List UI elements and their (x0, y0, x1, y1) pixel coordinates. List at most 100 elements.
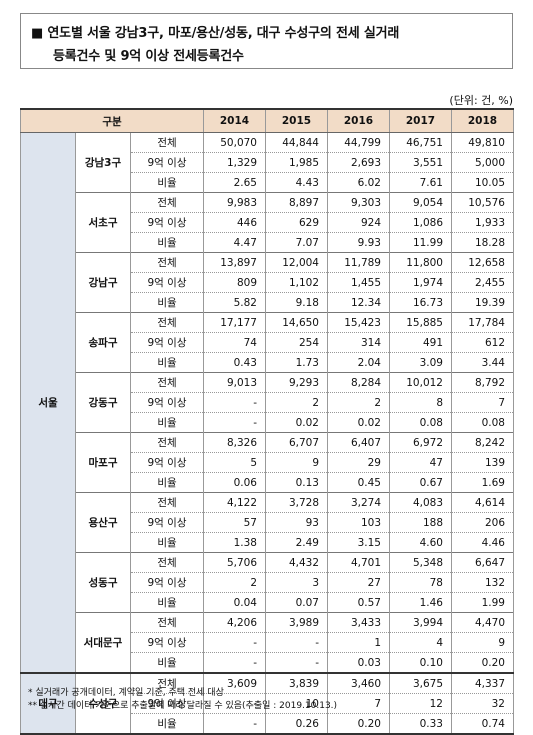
header-year: 2017 (389, 109, 452, 133)
district-cell: 수성구 (75, 672, 131, 734)
value-cell: 188 (389, 512, 452, 533)
value-cell: 6,647 (451, 552, 514, 573)
row-label: 9억 이상 (130, 572, 204, 593)
table-row: 9억 이상 - -1 4 9 (21, 632, 514, 653)
row-label: 전체 (130, 672, 204, 694)
value-cell: 5,348 (389, 552, 452, 573)
row-label: 9억 이상 (130, 693, 204, 714)
value-cell: 3,551 (389, 152, 452, 173)
unit-label: (단위: 건, %) (449, 94, 513, 107)
value-cell: 3,994 (389, 612, 452, 633)
header-label: 구분 (20, 109, 204, 133)
value-cell: 2.04 (327, 352, 390, 373)
row-label: 전체 (130, 132, 204, 153)
value-cell: 11,800 (389, 252, 452, 273)
value-cell: 16.73 (389, 292, 452, 313)
value-cell: 3.44 (451, 352, 514, 373)
district-cell: 성동구 (75, 552, 131, 613)
value-cell: 0.08 (451, 412, 514, 433)
value-cell: 4,083 (389, 492, 452, 513)
value-cell: 4,122 (203, 492, 266, 513)
row-label: 9억 이상 (130, 452, 204, 473)
value-cell: 6,972 (389, 432, 452, 453)
value-cell: 27 (327, 572, 390, 593)
value-cell: 5,706 (203, 552, 266, 573)
value-cell: 491 (389, 332, 452, 353)
table-row: 비율 2.65 4.43 6.02 7.61 10.05 (21, 172, 514, 193)
value-cell: 9,983 (203, 192, 266, 213)
value-cell: 8,792 (451, 372, 514, 393)
district-cell: 강남3구 (75, 132, 131, 193)
row-label: 비율 (130, 652, 204, 673)
value-cell: 13,897 (203, 252, 266, 273)
row-label: 전체 (130, 492, 204, 513)
header-year: 2016 (327, 109, 390, 133)
value-cell: 3,460 (327, 672, 390, 694)
table-row: 서울 강남3구 전체 50,070 44,844 44,799 46,751 49,810 (20, 132, 514, 673)
value-cell: 2.49 (265, 532, 328, 553)
header-year: 2014 (203, 109, 266, 133)
value-cell: 50,070 (203, 132, 266, 153)
value-cell: 2,693 (327, 152, 390, 173)
value-cell: 0.02 (265, 412, 328, 433)
table-row: 9억 이상 -10 7 12 32 (21, 693, 514, 714)
value-cell: - (203, 652, 266, 673)
value-cell: 8,326 (203, 432, 266, 453)
value-cell: 6,707 (265, 432, 328, 453)
row-label: 비율 (130, 532, 204, 553)
value-cell: 3,675 (389, 672, 452, 694)
table-row: 비율 0.43 1.73 2.04 3.09 3.44 (21, 352, 514, 373)
value-cell: 7.07 (265, 232, 328, 253)
table-row: 성동구 전체 5,706 4,432 4,701 5,348 6,647 (21, 552, 514, 613)
value-cell: 0.07 (265, 592, 328, 613)
table-row: 송파구 전체 17,177 14,650 15,423 15,885 17,784 (21, 312, 514, 373)
value-cell: 0.08 (389, 412, 452, 433)
district-cell: 강남구 (75, 252, 131, 313)
value-cell: 0.45 (327, 472, 390, 493)
value-cell: 0.20 (451, 652, 514, 673)
value-cell: 93 (265, 512, 328, 533)
value-cell: 8,242 (451, 432, 514, 453)
value-cell: - (203, 632, 266, 653)
title-bullet: ■ (31, 26, 44, 41)
row-label: 9억 이상 (130, 392, 204, 413)
table-row: 서초구 전체 9,983 8,897 9,303 9,054 10,576 (21, 192, 514, 253)
table-row: 9억 이상 74 254 314 491 612 (21, 332, 514, 353)
value-cell: 9.18 (265, 292, 328, 313)
value-cell: 4,337 (451, 672, 514, 694)
value-cell: 0.04 (203, 592, 266, 613)
table-row: 비율 1.38 2.49 3.15 4.60 4.46 (21, 532, 514, 553)
table-row: 9억 이상 -2 2 8 7 (21, 392, 514, 413)
value-cell: 29 (327, 452, 390, 473)
value-cell: 9 (451, 632, 514, 653)
value-cell: 5,000 (451, 152, 514, 173)
value-cell: 9,303 (327, 192, 390, 213)
value-cell: 57 (203, 512, 266, 533)
value-cell: 1.73 (265, 352, 328, 373)
table-row: 9억 이상 57 93 103 188 206 (21, 512, 514, 533)
district-cell: 송파구 (75, 312, 131, 373)
table-row: 9억 이상 446 629 924 1,086 1,933 (21, 212, 514, 233)
value-cell: 612 (451, 332, 514, 353)
value-cell: - (203, 713, 266, 734)
value-cell: 0.43 (203, 352, 266, 373)
value-cell: 2 (327, 392, 390, 413)
value-cell: 1.46 (389, 592, 452, 613)
value-cell: 18.28 (451, 232, 514, 253)
table-row: 대구 수성구 전체 3,609 3,839 3,460 3,675 4,337 (20, 672, 514, 734)
value-cell: 139 (451, 452, 514, 473)
value-cell: 4,432 (265, 552, 328, 573)
value-cell: 1 (327, 632, 390, 653)
row-label: 비율 (130, 472, 204, 493)
value-cell: 0.02 (327, 412, 390, 433)
table-row: 비율 0.06 0.13 0.45 0.67 1.69 (21, 472, 514, 493)
value-cell: 629 (265, 212, 328, 233)
row-label: 전체 (130, 312, 204, 333)
value-cell: 0.10 (389, 652, 452, 673)
table-row: 비율 -0.26 0.20 0.33 0.74 (21, 713, 514, 734)
value-cell: 10 (265, 693, 328, 714)
value-cell: 4,470 (451, 612, 514, 633)
value-cell: 10,012 (389, 372, 452, 393)
value-cell: 0.20 (327, 713, 390, 734)
table-row: 강남구 전체 13,897 12,004 11,789 11,800 12,658 (21, 252, 514, 313)
